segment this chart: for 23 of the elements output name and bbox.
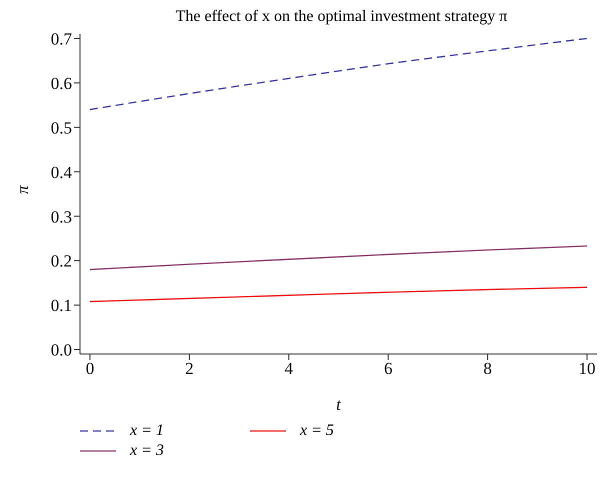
legend-label: x = 3 — [130, 442, 164, 460]
y-tick-label: 0.7 — [50, 29, 72, 48]
y-tick-label: 0.4 — [50, 162, 72, 182]
line-series — [89, 245, 588, 270]
legend-label: x = 1 — [130, 422, 164, 440]
y-tick-label: 0.1 — [50, 296, 72, 316]
x-tick-label: 4 — [284, 359, 294, 378]
x-axis-title: t — [336, 395, 342, 414]
y-axis-title: π — [13, 185, 32, 194]
x-tick-label: 8 — [483, 359, 492, 378]
line-series — [89, 286, 588, 302]
line-series — [89, 38, 588, 110]
x-tick-label: 6 — [384, 359, 392, 378]
y-tick-label: 0.6 — [50, 74, 72, 93]
chart-title: The effect of x on the optimal investment strategy π — [174, 8, 508, 26]
x-tick-label: 2 — [185, 359, 194, 378]
x-tick-label: 10 — [578, 359, 596, 378]
y-tick-label: 0.5 — [50, 118, 72, 138]
legend-label: x = 5 — [300, 422, 334, 440]
y-tick-label: 0.0 — [50, 340, 72, 360]
y-tick-label: 0.3 — [50, 207, 72, 226]
y-tick-label: 0.2 — [50, 252, 72, 271]
x-tick-label: 0 — [86, 359, 94, 378]
